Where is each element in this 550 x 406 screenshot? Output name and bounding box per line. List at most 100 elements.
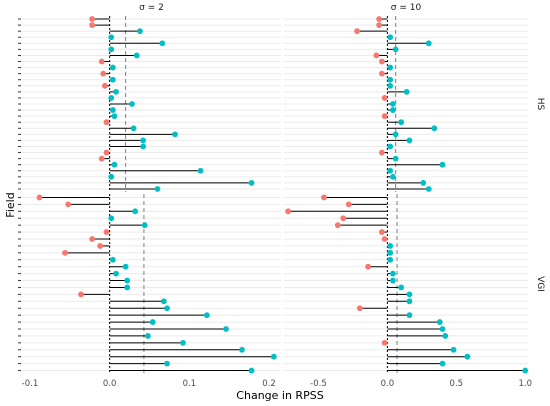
lollipop-point — [103, 119, 110, 126]
marks-layer — [36, 16, 529, 374]
lollipop-point — [97, 243, 103, 249]
x-tick-label: 0.0 — [381, 379, 395, 389]
lollipop-point — [378, 149, 385, 156]
lollipop-point — [98, 155, 105, 162]
lollipop-point — [98, 58, 105, 65]
lollipop-point — [376, 16, 383, 22]
lollipop-point — [406, 298, 413, 305]
lollipop-point — [108, 95, 115, 101]
lollipop-point — [239, 346, 245, 353]
lollipop-point — [108, 173, 115, 180]
lollipop-point — [390, 107, 396, 113]
panels-layer: HS VGI σ = 2 -0.1 0.0 0.1 0.2 σ = 10 -0.5 0.0 0.5 1… — [18, 3, 545, 389]
lollipop-point — [78, 291, 84, 298]
lollipop-point — [373, 52, 380, 59]
lollipop-point — [436, 319, 443, 325]
x-tick-label: -0.5 — [310, 379, 327, 389]
y-axis-title: Field — [4, 192, 17, 217]
lollipop-point — [285, 208, 292, 215]
lollipop-point — [387, 143, 394, 150]
lollipop-point — [334, 222, 341, 229]
lollipop-point — [109, 64, 116, 71]
lollipop-point — [390, 270, 396, 277]
lollipop-point — [132, 208, 139, 215]
lollipop-point — [356, 305, 363, 312]
x-tick-label: 0.2 — [262, 379, 276, 389]
lollipop-point — [376, 22, 383, 29]
lollipop-point — [340, 215, 347, 222]
lollipop-point — [145, 333, 151, 339]
lollipop-point — [406, 291, 413, 298]
lollipop-point — [378, 58, 385, 65]
lollipop-point — [406, 137, 413, 144]
lollipop-point — [223, 326, 229, 332]
lollipop-point — [89, 16, 96, 22]
lollipop-point — [431, 125, 438, 132]
lollipop-point — [522, 367, 529, 374]
lollipop-point — [387, 167, 394, 174]
lollipop-point — [111, 161, 118, 168]
lollipop-point — [378, 229, 385, 235]
lollipop-point — [109, 256, 116, 263]
x-tick-label: 0.1 — [183, 379, 197, 389]
lollipop-point — [387, 249, 394, 256]
panel-strip-title: σ = 10 — [391, 3, 422, 13]
lollipop-point — [420, 179, 427, 186]
facet-label-vgi: VGI — [535, 276, 545, 292]
lollipop-point — [113, 270, 119, 277]
lollipop-point — [392, 131, 399, 138]
lollipop-point — [159, 40, 166, 47]
lollipop-point — [108, 34, 115, 41]
lollipop-point — [100, 70, 107, 77]
lollipop-point — [387, 64, 394, 71]
lollipop-point — [390, 277, 396, 284]
lollipop-point — [130, 125, 137, 132]
lollipop-point — [381, 113, 388, 120]
panel-strip-title: σ = 2 — [139, 3, 164, 13]
lollipop-point — [108, 215, 115, 222]
lollipop-point — [62, 249, 68, 256]
lollipop-point — [65, 201, 72, 208]
x-tick-label: 0.5 — [450, 379, 464, 389]
lollipop-point — [149, 319, 156, 325]
lollipop-point — [160, 298, 167, 305]
lollipop-point — [387, 82, 394, 89]
lollipop-point — [111, 113, 118, 120]
lollipop-point — [89, 22, 96, 29]
lollipop-point — [381, 339, 388, 346]
x-tick-label: 1.0 — [518, 379, 532, 389]
lollipop-point — [197, 167, 204, 174]
lollipop-point — [390, 173, 396, 180]
lollipop-point — [180, 339, 186, 346]
lollipop-point — [248, 367, 255, 374]
lollipop-point — [248, 179, 255, 186]
lollipop-point — [425, 186, 432, 192]
lollipop-point — [164, 305, 170, 312]
lollipop-point — [103, 229, 110, 235]
lollipop-point — [392, 46, 399, 53]
lollipop-point — [122, 263, 129, 270]
lollipop-point — [133, 52, 140, 59]
lollipop-point — [124, 277, 131, 284]
x-tick-label: -0.1 — [22, 379, 39, 389]
lollipop-point — [365, 263, 371, 270]
lollipop-point — [398, 284, 405, 291]
lollipop-point — [390, 101, 396, 107]
lollipop-point — [109, 107, 116, 113]
lollipop-point — [164, 360, 170, 367]
facet-label-hs: HS — [535, 98, 545, 111]
lollipop-point — [141, 222, 148, 229]
x-axis-title: Change in RPSS — [236, 389, 323, 402]
lollipop-point — [381, 236, 388, 242]
lollipop-point — [140, 137, 147, 144]
panel-background — [22, 194, 281, 374]
lollipop-point — [321, 194, 327, 201]
lollipop-point — [425, 40, 432, 47]
lollipop-point — [36, 194, 43, 201]
lollipop-point — [345, 201, 352, 208]
lollipop-point — [124, 284, 131, 291]
lollipop-point — [108, 46, 115, 53]
lollipop-point — [270, 353, 277, 360]
lollipop-point — [387, 243, 394, 249]
